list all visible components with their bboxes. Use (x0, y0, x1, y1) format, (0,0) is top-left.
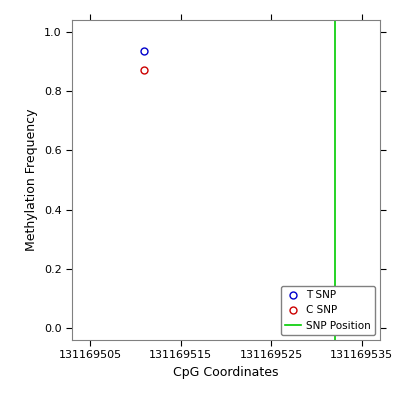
Legend: T SNP, C SNP, SNP Position: T SNP, C SNP, SNP Position (281, 286, 375, 335)
Y-axis label: Methylation Frequency: Methylation Frequency (25, 109, 38, 251)
X-axis label: CpG Coordinates: CpG Coordinates (173, 366, 279, 379)
